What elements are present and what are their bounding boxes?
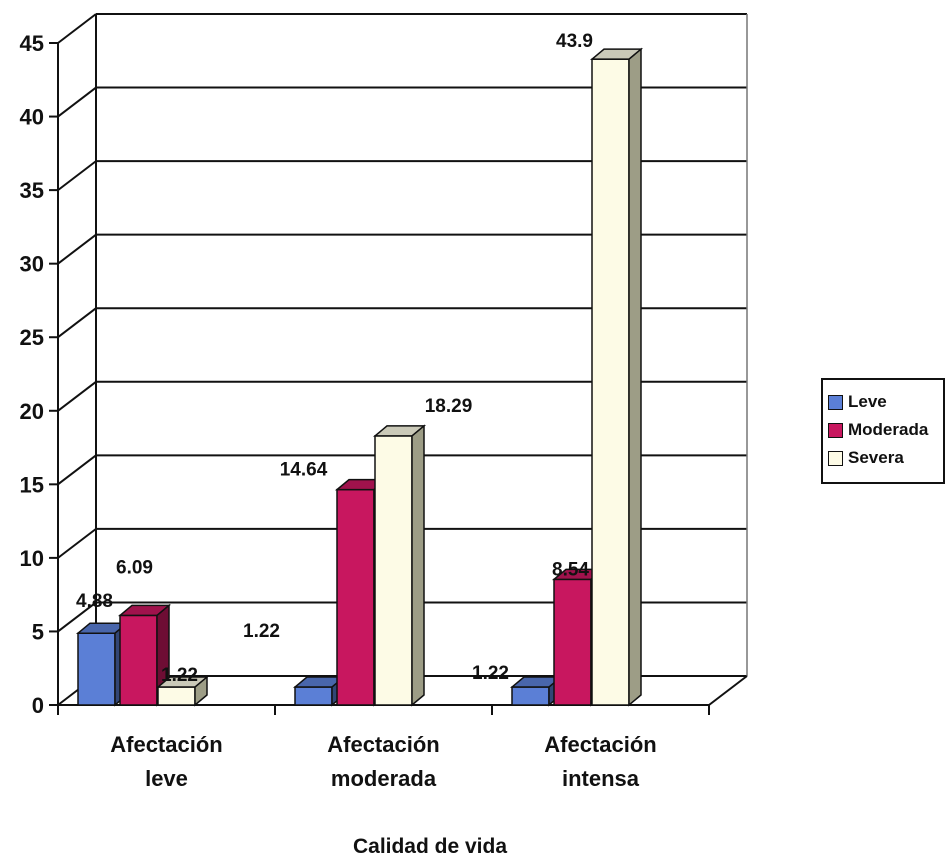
data-label-severa-2: 18.29 (425, 396, 473, 417)
bar-front-face (374, 435, 413, 706)
y-tick-label-20: 20 (20, 399, 44, 424)
y-tick-label-25: 25 (20, 325, 44, 350)
y-tick-label-5: 5 (32, 619, 44, 644)
data-label-severa-3: 43.9 (556, 31, 593, 52)
bar-front-face (591, 58, 630, 706)
side-wall-line-35 (57, 160, 97, 191)
data-label-leve-3: 1.22 (472, 663, 509, 684)
bar-side-face (411, 424, 425, 707)
x-category-label-2: Afectación (327, 732, 439, 757)
y-tick-label-30: 30 (20, 252, 44, 277)
bar-moderada-1 (117, 603, 172, 707)
bar-side-face (628, 47, 642, 707)
data-label-leve-1: 4.88 (76, 591, 113, 612)
legend-item-moderada: Moderada (828, 416, 943, 444)
data-label-moderada-1: 6.09 (116, 557, 153, 578)
x-category-label-3: Afectación (544, 732, 656, 757)
legend-item-severa: Severa (828, 444, 943, 472)
bar-front-face (294, 686, 333, 706)
legend-item-leve: Leve (828, 388, 943, 416)
legend-label-moderada: Moderada (848, 420, 929, 439)
data-label-moderada-2: 14.64 (280, 460, 328, 481)
data-label-severa-1: 1.22 (161, 665, 198, 686)
y-tick-label-15: 15 (20, 472, 44, 497)
side-wall-line-40 (57, 86, 97, 118)
legend-swatch-moderada (828, 422, 843, 438)
x-category-label-1: leve (145, 766, 188, 791)
y-tick-label-35: 35 (20, 178, 44, 203)
bar-front-face (511, 686, 550, 706)
side-wall-line-25 (57, 307, 97, 339)
y-tick-label-40: 40 (20, 105, 44, 130)
bar-front-face (77, 632, 116, 706)
x-axis-title: Calidad de vida (353, 835, 507, 858)
bar-severa-1 (155, 675, 210, 707)
bar-front-face (119, 614, 158, 706)
floor-right-edge (708, 675, 748, 706)
data-label-moderada-3: 8.54 (552, 559, 589, 580)
legend: Leve Moderada Severa (821, 378, 945, 484)
side-wall-line-5 (57, 601, 97, 633)
side-wall-line-10 (57, 528, 97, 559)
x-category-label-1: Afectación (110, 732, 222, 757)
y-tick-label-0: 0 (32, 693, 44, 718)
side-wall-line-20 (57, 380, 97, 412)
y-tick-label-10: 10 (20, 546, 44, 571)
x-category-label-3: intensa (562, 766, 640, 791)
legend-label-leve: Leve (848, 392, 887, 411)
side-wall-line-30 (57, 233, 97, 265)
bar-front-face (157, 686, 196, 706)
bar-side-face (194, 675, 208, 707)
side-wall-line-15 (57, 454, 97, 486)
legend-swatch-severa (828, 450, 843, 466)
y-tick-label-45: 45 (20, 31, 44, 56)
legend-swatch-leve (828, 394, 843, 410)
side-wall-line-45 (57, 13, 97, 44)
bar-severa-3 (589, 47, 644, 707)
legend-label-severa: Severa (848, 448, 904, 467)
x-category-label-2: moderada (331, 766, 437, 791)
bar-front-face (553, 578, 592, 706)
bar-severa-2 (372, 424, 427, 707)
bar-front-face (336, 488, 375, 706)
data-label-leve-2: 1.22 (243, 621, 280, 642)
